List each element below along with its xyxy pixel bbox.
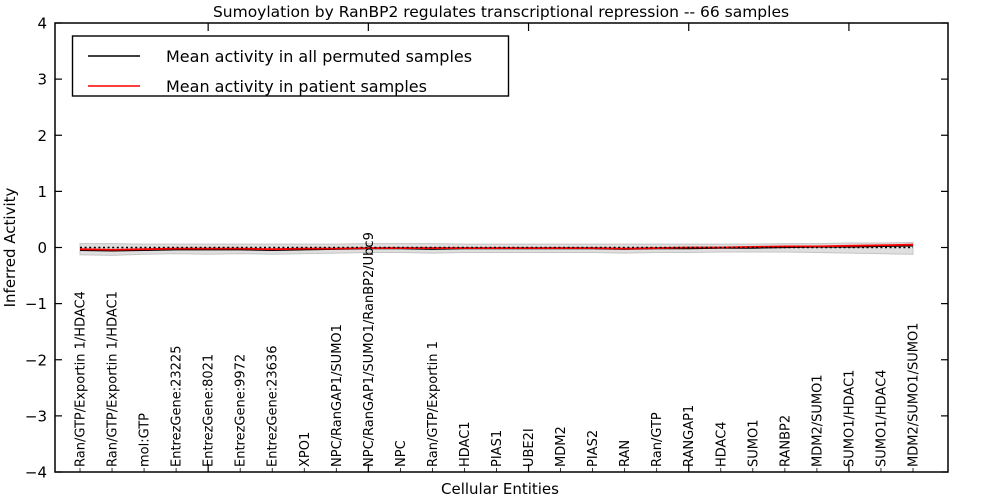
x-tick-label: Ran/GTP/Exportin 1: [426, 341, 441, 467]
chart-title: Sumoylation by RanBP2 regulates transcri…: [213, 3, 789, 21]
x-tick-label: EntrezGene:23225: [170, 346, 185, 467]
x-tick-label: UBE2I: [522, 428, 537, 467]
x-tick-label: NPC/RanGAP1/SUMO1/RanBP2/Ubc9: [362, 232, 377, 467]
legend: Mean activity in all permuted samples Me…: [71, 35, 510, 97]
x-tick-label: EntrezGene:9972: [234, 354, 249, 467]
y-tick-label: 1: [37, 183, 47, 201]
y-tick-label: −4: [25, 464, 47, 482]
axes-frame: [54, 22, 949, 473]
y-tick-label: −2: [25, 351, 47, 369]
x-tick-label: RANBP2: [778, 415, 793, 467]
x-tick-label: Ran/GTP/Exportin 1/HDAC4: [74, 291, 89, 467]
y-tick-label: 3: [37, 71, 47, 89]
x-tick-label: MDM2/SUMO1: [810, 374, 825, 467]
y-tick-label: 2: [37, 127, 47, 145]
series-line-1: [79, 243, 914, 251]
legend-label-patient: Mean activity in patient samples: [166, 77, 427, 96]
y-tick-label: −1: [25, 295, 47, 313]
y-axis-label: Inferred Activity: [1, 187, 19, 307]
x-tick-label: SUMO1/HDAC1: [842, 370, 857, 467]
x-tick-label: PIAS1: [490, 430, 505, 467]
x-tick-label: RANGAP1: [682, 405, 697, 467]
x-axis-label: Cellular Entities: [441, 480, 559, 498]
x-tick-label: EntrezGene:23636: [266, 346, 281, 467]
x-tick-label: RAN: [618, 440, 633, 467]
x-tick-label: Ran/GTP: [650, 412, 665, 467]
y-tick-label: 4: [37, 15, 47, 33]
x-tick-label: SUMO1/HDAC4: [874, 370, 889, 467]
x-tick-label: HDAC1: [458, 421, 473, 467]
x-tick-label: XPO1: [298, 432, 313, 467]
legend-label-permuted: Mean activity in all permuted samples: [166, 47, 472, 66]
legend-box: [71, 35, 510, 97]
x-tick-label: NPC: [394, 440, 409, 467]
x-tick-label: SUMO1: [746, 420, 761, 468]
x-tick-label: PIAS2: [586, 430, 601, 467]
x-tick-label: NPC/RanGAP1/SUMO1: [330, 324, 345, 467]
x-tick-label: Ran/GTP/Exportin 1/HDAC1: [106, 291, 121, 467]
x-tick-label: HDAC4: [714, 421, 729, 467]
y-tick-label: −3: [25, 407, 47, 425]
x-tick-label: MDM2: [554, 426, 569, 467]
x-tick-label: mol:GTP: [138, 413, 153, 467]
plot-content: −4 −3 −2 −1 0 1 2 3 4 Ran/GTP/Exportin 1/HDAC4 Ran…: [25, 15, 948, 482]
x-tick-label: MDM2/SUMO1/SUMO1: [907, 323, 922, 467]
x-tick-label: EntrezGene:8021: [202, 354, 217, 467]
y-tick-label: 0: [37, 239, 47, 257]
